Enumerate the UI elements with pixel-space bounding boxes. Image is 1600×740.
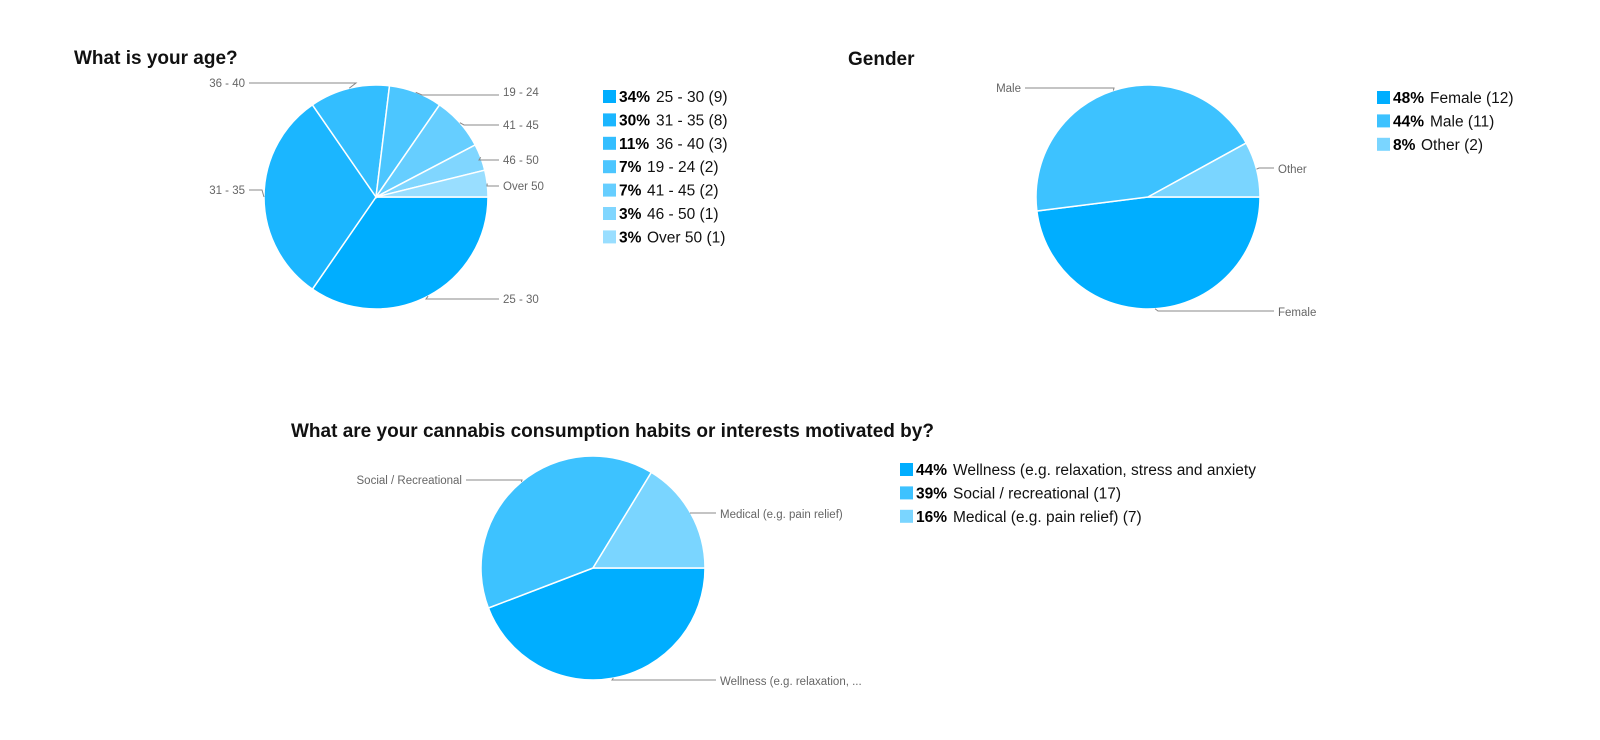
pie-slice-31-35 bbox=[263, 103, 377, 291]
legend-swatch bbox=[603, 113, 616, 127]
legend-label: Female (12) bbox=[1430, 90, 1514, 107]
legend-item-male: 44% Male (11) bbox=[1377, 113, 1494, 130]
callout-line-41-45 bbox=[459, 122, 499, 126]
legend-percent: 7% bbox=[619, 159, 642, 176]
callout-line-31-35 bbox=[249, 189, 265, 198]
legend-label: Wellness (e.g. relaxation, stress and an… bbox=[953, 462, 1256, 479]
legend-item-wellness: 44% Wellness (e.g. relaxation, stress and… bbox=[900, 462, 1256, 479]
legend-label: 19 - 24 (2) bbox=[647, 159, 719, 176]
legend-percent: 48% bbox=[1393, 90, 1424, 107]
callout-label-social-recreational: Social / Recreational bbox=[357, 475, 462, 487]
legend-swatch bbox=[1377, 114, 1390, 128]
legend-swatch bbox=[603, 136, 616, 150]
pie-slice-36-40 bbox=[311, 84, 391, 200]
callout-line-36-40 bbox=[249, 82, 358, 89]
legend-swatch bbox=[603, 183, 616, 197]
legend-item-other: 8% Other (2) bbox=[1377, 137, 1483, 154]
legend-item-medical: 16% Medical (e.g. pain relief) (7) bbox=[900, 509, 1142, 526]
gender-chart: Gender Female Male Other 48% Female (12) 44%… bbox=[848, 49, 1514, 319]
legend-label: 31 - 35 (8) bbox=[656, 112, 728, 129]
legend-percent: 3% bbox=[619, 229, 642, 246]
legend-swatch bbox=[1377, 137, 1390, 151]
legend-item-31-35: 30% 31 - 35 (8) bbox=[603, 112, 728, 129]
callout-line-wellness bbox=[611, 677, 716, 681]
motivation-chart: What are your cannabis consumption habit… bbox=[291, 421, 1256, 688]
legend-label: 41 - 45 (2) bbox=[647, 183, 719, 200]
legend-item-36-40: 11% 36 - 40 (3) bbox=[603, 136, 728, 153]
legend-label: Over 50 (1) bbox=[647, 229, 725, 246]
callout-label-19-24: 19 - 24 bbox=[503, 87, 539, 99]
legend-percent: 30% bbox=[619, 112, 650, 129]
legend-swatch bbox=[900, 486, 913, 500]
pie-slice-25-30 bbox=[311, 196, 489, 310]
pie-slice-social-recreational bbox=[480, 455, 653, 609]
legend-percent: 16% bbox=[916, 509, 947, 526]
callout-label-36-40: 36 - 40 bbox=[209, 78, 245, 90]
legend-swatch bbox=[603, 207, 616, 220]
legend-swatch bbox=[1377, 91, 1390, 104]
legend-item-social-recreational: 39% Social / recreational (17) bbox=[900, 485, 1121, 502]
legend-percent: 8% bbox=[1393, 137, 1416, 154]
legend-label: 46 - 50 (1) bbox=[647, 206, 719, 223]
callout-label-female: Female bbox=[1278, 307, 1316, 319]
chart-legend: 48% Female (12) 44% Male (11) 8% Other (2) bbox=[1377, 90, 1514, 154]
callout-label-medical: Medical (e.g. pain relief) bbox=[720, 509, 843, 521]
legend-percent: 39% bbox=[916, 485, 947, 502]
legend-swatch bbox=[900, 463, 913, 476]
legend-label: Medical (e.g. pain relief) (7) bbox=[953, 509, 1142, 526]
callout-label-46-50: 46 - 50 bbox=[503, 155, 539, 167]
legend-percent: 44% bbox=[916, 462, 947, 479]
legend-swatch bbox=[603, 230, 616, 244]
legend-percent: 44% bbox=[1393, 113, 1424, 130]
callout-line-over-50 bbox=[486, 183, 499, 187]
legend-label: Other (2) bbox=[1421, 137, 1483, 154]
callout-label-41-45: 41 - 45 bbox=[503, 120, 539, 132]
legend-label: Social / recreational (17) bbox=[953, 485, 1121, 502]
chart-title: Gender bbox=[848, 49, 915, 70]
legend-percent: 3% bbox=[619, 206, 642, 223]
legend-swatch bbox=[900, 509, 913, 523]
legend-item-46-50: 3% 46 - 50 (1) bbox=[603, 206, 719, 223]
legend-percent: 34% bbox=[619, 89, 650, 106]
legend-item-41-45: 7% 41 - 45 (2) bbox=[603, 183, 719, 200]
legend-item-25-30: 34% 25 - 30 (9) bbox=[603, 89, 728, 106]
chart-legend: 44% Wellness (e.g. relaxation, stress and… bbox=[900, 462, 1256, 526]
callout-line-46-50 bbox=[478, 157, 499, 161]
legend-percent: 7% bbox=[619, 183, 642, 200]
callout-label-wellness: Wellness (e.g. relaxation, ... bbox=[720, 676, 862, 688]
legend-item-female: 48% Female (12) bbox=[1377, 90, 1514, 107]
callout-label-other: Other bbox=[1278, 164, 1307, 176]
callout-label-31-35: 31 - 35 bbox=[209, 185, 245, 197]
legend-swatch bbox=[603, 160, 616, 174]
callout-label-25-30: 25 - 30 bbox=[503, 294, 539, 306]
callout-line-male bbox=[1025, 87, 1115, 91]
legend-item-19-24: 7% 19 - 24 (2) bbox=[603, 159, 719, 176]
chart-title: What are your cannabis consumption habit… bbox=[291, 421, 934, 442]
age-chart: What is your age? 25 - 30 31 - 35 36 - 40 1… bbox=[74, 48, 728, 310]
chart-title: What is your age? bbox=[74, 48, 238, 69]
callout-line-19-24 bbox=[415, 91, 499, 96]
callout-label-over-50: Over 50 bbox=[503, 181, 544, 193]
chart-legend: 34% 25 - 30 (9) 30% 31 - 35 (8) 11% 36 - 40 (… bbox=[603, 89, 728, 246]
legend-percent: 11% bbox=[619, 136, 649, 153]
callout-line-social-recreational bbox=[466, 479, 523, 483]
callout-label-male: Male bbox=[996, 83, 1021, 95]
legend-swatch bbox=[603, 90, 616, 103]
callout-line-other bbox=[1256, 167, 1274, 170]
pie-slice-other bbox=[1147, 142, 1261, 198]
legend-label: 36 - 40 (3) bbox=[656, 136, 728, 153]
legend-item-over-50: 3% Over 50 (1) bbox=[603, 229, 725, 246]
callout-line-female bbox=[1154, 308, 1274, 312]
legend-label: 25 - 30 (9) bbox=[656, 89, 728, 106]
pie-slice-female bbox=[1036, 196, 1261, 310]
legend-label: Male (11) bbox=[1430, 113, 1494, 130]
callout-line-25-30 bbox=[425, 295, 499, 300]
